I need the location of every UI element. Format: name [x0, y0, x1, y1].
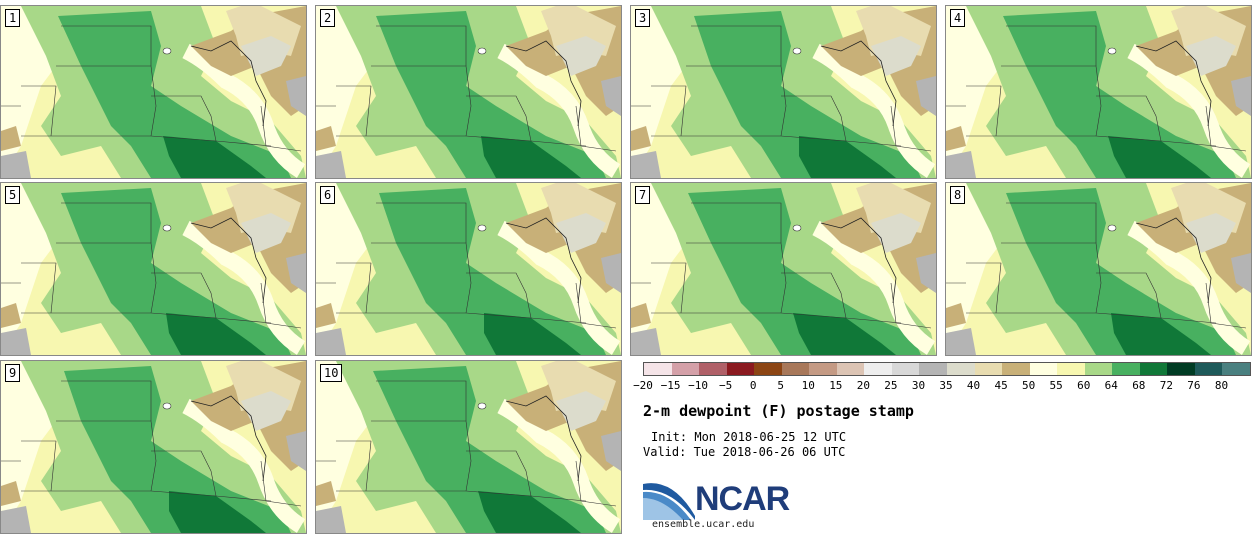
dewpoint-map: [316, 183, 621, 355]
map-panel: 3: [630, 5, 937, 179]
valid-time: Valid: Tue 2018-06-26 06 UTC: [643, 445, 846, 459]
colorbar-tick-label: 80: [1214, 379, 1229, 392]
dewpoint-map: [631, 183, 936, 355]
map-panel: 1: [0, 5, 307, 179]
colorbar-swatch: [671, 363, 700, 375]
colorbar-swatch: [1029, 363, 1058, 375]
colorbar-ticks: −20 −15 −10 −5 0 5 10 15 20 25 30 35 40 45 50 55 60 64 68 7…: [633, 379, 1259, 393]
colorbar-swatch: [1002, 363, 1030, 375]
colorbar-tick-label: 45: [994, 379, 1008, 392]
colorbar-tick-label: 68: [1132, 379, 1146, 392]
colorbar-tick-label: 35: [939, 379, 953, 392]
colorbar-tick-label: 55: [1049, 379, 1063, 392]
colorbar-tick-label: 30: [911, 379, 926, 392]
dewpoint-map: [316, 361, 621, 533]
map-panel: 8: [945, 182, 1252, 356]
colorbar-tick-label: 15: [829, 379, 843, 392]
colorbar-swatch: [726, 363, 755, 375]
colorbar-swatch: [644, 363, 672, 375]
dewpoint-map: [631, 6, 936, 178]
colorbar: [643, 362, 1251, 376]
init-time: Init: Mon 2018-06-25 12 UTC: [651, 430, 847, 444]
panel-number-label: 3: [635, 9, 651, 27]
colorbar-swatch: [919, 363, 948, 375]
map-panel: 6: [315, 182, 622, 356]
ncar-logo-icon: [643, 483, 695, 520]
dewpoint-map: [1, 6, 306, 178]
colorbar-swatch: [1112, 363, 1140, 375]
colorbar-swatch: [754, 363, 782, 375]
colorbar-tick-label: 76: [1187, 379, 1201, 392]
colorbar-swatch: [1194, 363, 1223, 375]
colorbar-tick-label: −20: [633, 379, 653, 392]
colorbar-swatch: [699, 363, 727, 375]
panel-number-label: 10: [320, 364, 343, 382]
colorbar-tick-label: 10: [801, 379, 815, 392]
colorbar-tick-label: 64: [1104, 379, 1118, 392]
dewpoint-map: [946, 183, 1251, 355]
colorbar-tick-label: 50: [1022, 379, 1036, 392]
colorbar-tick-label: 40: [966, 379, 981, 392]
colorbar-tick-label: 20: [856, 379, 870, 392]
dewpoint-map: [1, 361, 306, 533]
map-panel: 7: [630, 182, 937, 356]
colorbar-swatch: [947, 363, 975, 375]
dewpoint-map: [316, 6, 621, 178]
map-panel: 4: [945, 5, 1252, 179]
colorbar-swatch: [1084, 363, 1113, 375]
panel-number-label: 6: [320, 186, 336, 204]
colorbar-tick-label: −15: [660, 379, 681, 392]
ncar-logo-text: NCAR: [695, 480, 790, 518]
map-panel: 5: [0, 182, 307, 356]
map-panel: 2: [315, 5, 622, 179]
colorbar-swatch: [1057, 363, 1085, 375]
dewpoint-map: [1, 183, 306, 355]
colorbar-swatch: [1222, 363, 1251, 375]
colorbar-swatch: [836, 363, 865, 375]
colorbar-swatch: [891, 363, 920, 375]
dewpoint-map: [946, 6, 1251, 178]
panel-number-label: 5: [5, 186, 21, 204]
panel-number-label: 8: [950, 186, 966, 204]
figure-title: 2-m dewpoint (F) postage stamp: [643, 402, 914, 420]
colorbar-swatch: [1139, 363, 1168, 375]
colorbar-swatch: [864, 363, 892, 375]
panel-number-label: 7: [635, 186, 651, 204]
colorbar-tick-label: 25: [884, 379, 898, 392]
colorbar-tick-label: 72: [1159, 379, 1173, 392]
colorbar-swatch: [781, 363, 810, 375]
panel-number-label: 1: [5, 9, 21, 27]
colorbar-tick-label: 60: [1077, 379, 1091, 392]
panel-number-label: 9: [5, 364, 21, 382]
panel-number-label: 2: [320, 9, 336, 27]
colorbar-tick-label: 0: [749, 379, 757, 392]
colorbar-swatch: [809, 363, 837, 375]
panel-number-label: 4: [950, 9, 966, 27]
logo-url: ensemble.ucar.edu: [652, 519, 755, 530]
map-panel: 9: [0, 360, 307, 534]
colorbar-swatch: [1167, 363, 1195, 375]
colorbar-tick-label: −5: [719, 379, 733, 392]
colorbar-swatch: [974, 363, 1003, 375]
colorbar-tick-label: −10: [688, 379, 709, 392]
map-panel: 10: [315, 360, 622, 534]
colorbar-tick-label: 5: [777, 379, 785, 392]
